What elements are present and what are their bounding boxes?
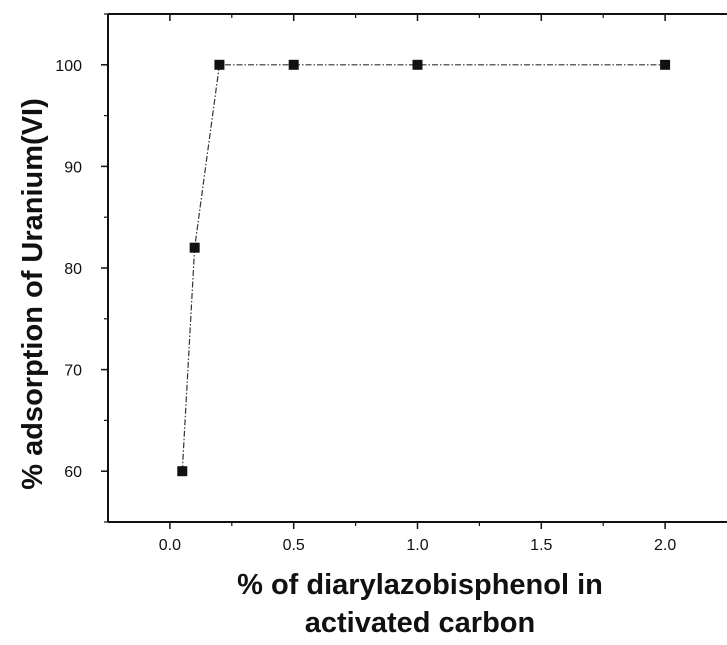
data-point: [288, 59, 299, 70]
x-tick-label: 1.5: [530, 537, 552, 554]
x-tick-label: 2.0: [654, 537, 676, 554]
x-tick-label: 1.0: [406, 537, 428, 554]
x-axis-ticks: 0.0 0.5 1.0 1.5 2.0: [159, 14, 676, 554]
data-point: [189, 242, 200, 253]
y-axis-label: % adsorption of Uranium(VI): [17, 98, 49, 490]
data-point: [660, 59, 671, 70]
series-line: [181, 64, 666, 472]
series-lines: [181, 64, 666, 472]
x-tick-label: 0.5: [283, 537, 305, 554]
data-point: [177, 466, 188, 477]
x-tick-label: 0.0: [159, 537, 181, 554]
y-tick-label: 70: [64, 363, 82, 380]
data-points: [177, 59, 671, 477]
data-point: [214, 59, 225, 70]
y-tick-label: 80: [64, 261, 82, 278]
y-tick-label: 100: [55, 58, 82, 75]
data-point: [412, 59, 423, 70]
x-axis-label-line-1: % of diarylazobisphenol in: [237, 569, 603, 601]
x-axis-label-line-2: activated carbon: [305, 607, 535, 639]
y-tick-label: 90: [64, 159, 82, 176]
y-axis-ticks: 60 70 80 90 100: [55, 13, 108, 523]
y-tick-label: 60: [64, 464, 82, 481]
